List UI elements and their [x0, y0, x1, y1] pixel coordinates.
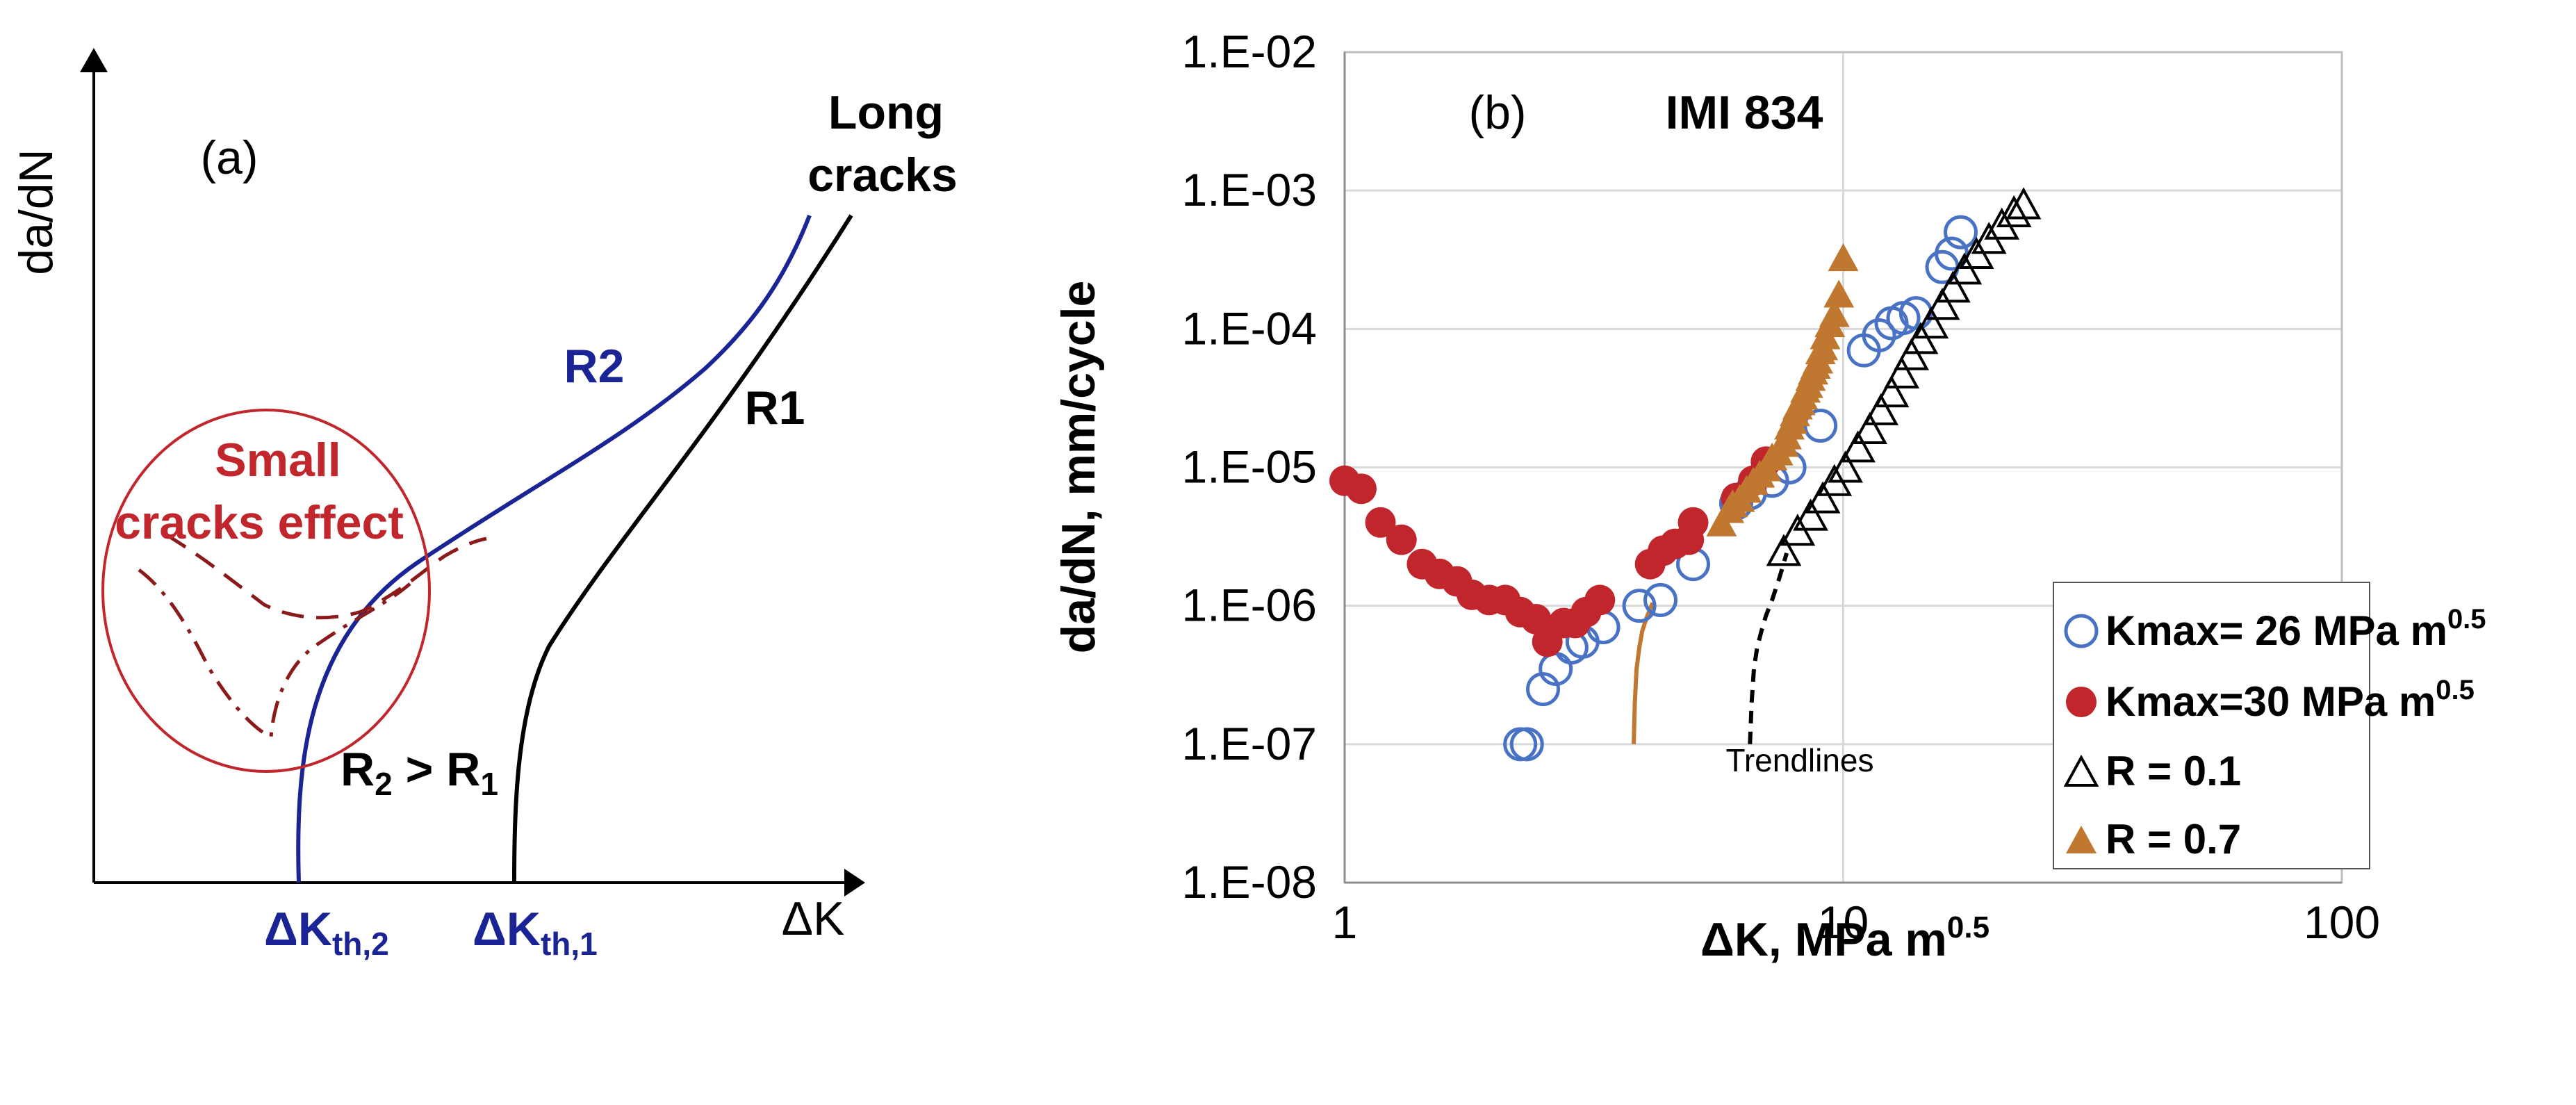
data-point — [1584, 584, 1616, 616]
y-tick-label: 1.E-06 — [1182, 580, 1317, 631]
legend-marker — [2063, 754, 2099, 787]
panel-a: da/dN ΔK (a) Small cracks effect Long cr… — [10, 48, 958, 962]
y-tick-label: 1.E-05 — [1182, 441, 1317, 493]
x-arrow-icon — [844, 869, 865, 897]
long-cracks-label-line2: cracks — [807, 149, 958, 202]
data-point — [1793, 498, 1828, 531]
legend-markers — [2063, 614, 2099, 853]
data-point — [1913, 306, 1949, 339]
panel-b-data-points — [1329, 187, 2042, 762]
data-point — [1677, 507, 1709, 538]
r2-curve — [296, 214, 812, 883]
data-point — [1852, 411, 1887, 444]
small-cracks-ellipse — [101, 409, 431, 773]
r1-label: R1 — [745, 382, 805, 434]
data-point — [1643, 582, 1678, 617]
x-tick-label: 100 — [2304, 897, 2380, 948]
legend-entry-kmax26: Kmax= 26 MPa m0.5 — [2106, 604, 2486, 654]
long-cracks-label-line1: Long — [828, 86, 944, 139]
legend-marker — [2064, 614, 2099, 648]
y-tick-label: 1.E-03 — [1182, 164, 1317, 215]
data-point — [1526, 672, 1561, 707]
y-tick-label: 1.E-04 — [1182, 302, 1317, 354]
series-2 — [1329, 446, 1782, 657]
small-crack-dashed-curve — [165, 533, 487, 620]
panel-b: 1.E-08 1.E-07 1.E-06 1.E-05 1.E-04 1.E-03 1.E-… — [1052, 26, 2486, 966]
r1-curve — [512, 214, 853, 883]
data-point — [1996, 195, 2032, 228]
data-point — [1509, 727, 1544, 762]
panel-b-x-tick-labels: 1 10 100 — [1332, 897, 2380, 948]
data-point — [1386, 524, 1417, 555]
legend-box — [2053, 582, 2370, 869]
dk-th2-tick-label: ΔKth,2 — [264, 903, 389, 962]
panel-b-label: (b) — [1468, 86, 1526, 139]
r2-label: R2 — [564, 340, 625, 393]
panel-a-ylabel: da/dN — [10, 149, 63, 275]
series-4 — [1706, 243, 1859, 537]
data-point — [1823, 279, 1855, 308]
data-point — [1862, 318, 1896, 352]
data-point — [1863, 393, 1899, 425]
data-point — [1520, 603, 1552, 635]
legend-marker — [2066, 687, 2097, 717]
panel-b-ylabel: da/dN, mm/cycle — [1052, 281, 1105, 654]
panel-b-trendlines — [1632, 552, 1789, 744]
trendlines-annotation: Trendlines — [1725, 742, 1873, 778]
y-arrow-icon — [80, 48, 108, 72]
trendline-1 — [1632, 602, 1655, 744]
dk-th1-tick-label: ΔKth,1 — [473, 903, 598, 962]
data-point — [1873, 375, 1910, 408]
data-point — [1903, 322, 1939, 354]
legend-entry-r01: R = 0.1 — [2106, 748, 2241, 794]
x-tick-label: 10 — [1818, 897, 1869, 948]
panel-b-title: IMI 834 — [1666, 86, 1823, 139]
data-point — [1924, 288, 1960, 320]
data-point — [1935, 236, 1969, 271]
data-point — [1894, 338, 1929, 370]
legend-entry-kmax30: Kmax=30 MPa m0.5 — [2106, 675, 2475, 725]
data-point — [1766, 534, 1802, 566]
data-point — [1984, 207, 2020, 240]
panel-b-legend: Kmax= 26 MPa m0.5 Kmax=30 MPa m0.5 R = 0… — [2053, 582, 2486, 869]
panel-a-label: (a) — [200, 131, 258, 184]
panel-b-xlabel: ΔK, MPa m0.5 — [1700, 910, 1990, 966]
data-point — [1805, 481, 1841, 514]
data-point — [1943, 215, 1978, 249]
data-point — [1365, 507, 1396, 538]
trendline-2 — [1748, 552, 1789, 744]
small-crack-dashdot-curve — [138, 568, 411, 739]
data-point — [1828, 450, 1863, 483]
x-tick-label: 1 — [1332, 897, 1358, 948]
small-cracks-label-line2: cracks effect — [115, 496, 404, 549]
data-point — [1946, 252, 1983, 285]
data-point — [2005, 187, 2042, 220]
panel-a-xlabel: ΔK — [782, 892, 845, 945]
data-point — [1819, 299, 1850, 327]
data-point — [1345, 473, 1377, 505]
data-point — [1935, 270, 1971, 303]
y-tick-label: 1.E-02 — [1182, 26, 1317, 77]
data-point — [1840, 430, 1876, 463]
series-3 — [1766, 187, 2042, 566]
y-tick-label: 1.E-08 — [1182, 856, 1317, 908]
small-cracks-label-line1: Small — [215, 434, 341, 486]
data-point — [1828, 243, 1859, 272]
panel-b-y-tick-labels: 1.E-08 1.E-07 1.E-06 1.E-05 1.E-04 1.E-03 1.E-… — [1182, 26, 1317, 908]
data-point — [1884, 356, 1920, 388]
legend-entry-r07: R = 0.7 — [2106, 816, 2241, 862]
data-point — [1622, 589, 1657, 623]
legend-marker — [2066, 826, 2097, 853]
r-relation-label: R2 > R1 — [341, 743, 498, 802]
y-tick-label: 1.E-07 — [1182, 718, 1317, 769]
